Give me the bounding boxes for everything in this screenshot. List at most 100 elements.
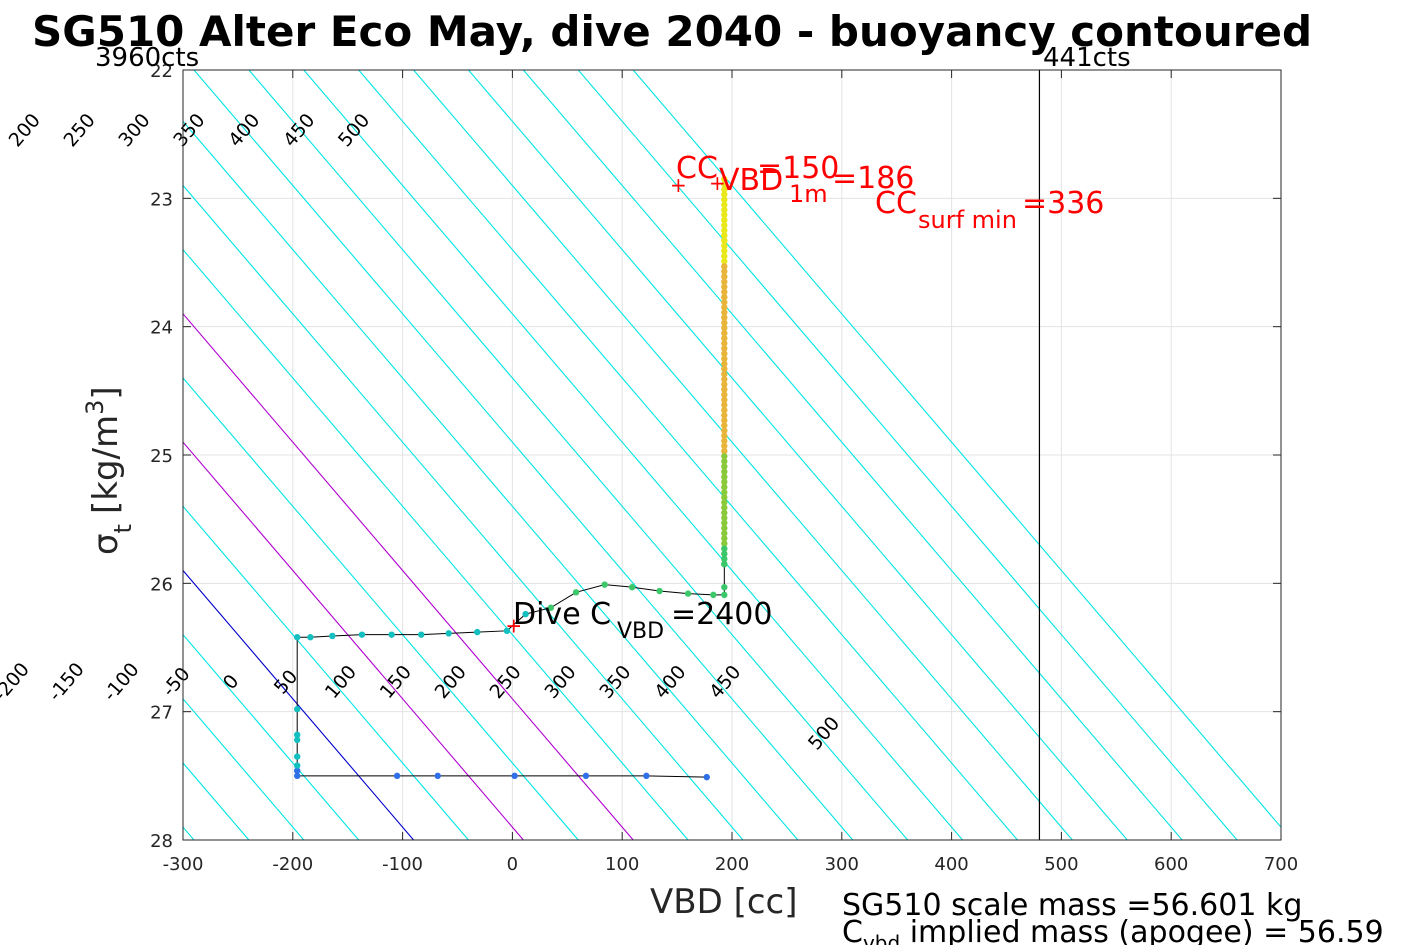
dive-sub: VBD	[617, 619, 664, 644]
dive-cvbd-annotation: Dive C VBD =2400	[513, 597, 772, 644]
ylabel-sigma: σ	[86, 533, 126, 555]
profile-point	[293, 634, 301, 641]
x-tick-label: 300	[825, 854, 859, 875]
ascent-point	[721, 483, 728, 491]
contour-line	[183, 312, 634, 840]
ascent-point	[721, 222, 728, 229]
x-tick-label: 200	[715, 854, 749, 875]
surf-min-annotation: CC surf min =336	[875, 186, 1104, 234]
ascent-point	[721, 186, 728, 193]
x-tick-label: -300	[163, 854, 204, 875]
svg-text:σt[kg/m3]: σt [kg/m3]	[81, 386, 137, 555]
y-tick-label: 26	[150, 574, 173, 595]
right-cts-label: 441cts	[1043, 43, 1131, 73]
ascent-point	[721, 206, 728, 214]
profile-point	[445, 630, 452, 637]
contour-line	[183, 377, 579, 840]
cc-sub: +	[670, 173, 687, 197]
surf-sub: surf min	[918, 206, 1017, 234]
ascent-point	[721, 365, 728, 373]
profile-point	[293, 767, 301, 774]
ascent-point	[721, 412, 728, 419]
x-tick-label: 400	[934, 854, 968, 875]
contour-line	[303, 70, 963, 840]
ascent-point	[721, 216, 728, 224]
ascent-point	[721, 237, 728, 244]
profile-point	[393, 772, 401, 780]
ascent-point	[721, 181, 728, 188]
contour-label-bottom: 100	[321, 661, 361, 703]
ascent-point	[721, 191, 728, 198]
profile-point	[721, 591, 728, 599]
ascent-point	[721, 258, 728, 265]
ascent-point	[721, 396, 728, 404]
ascent-point	[721, 519, 728, 527]
ascent-point	[721, 437, 728, 445]
implied-mass-note: implied mass (apogee) = 56.59	[900, 915, 1384, 945]
dive-profile: +	[293, 175, 728, 781]
profile-point	[358, 631, 366, 638]
ascent-point	[721, 447, 728, 455]
contour-line	[183, 120, 799, 840]
x-tick-label: 0	[507, 854, 518, 875]
x-tick-label: -200	[272, 854, 313, 875]
ascent-point	[721, 376, 728, 383]
svg-text:CC=150: CC =150	[676, 151, 839, 186]
vbd-prefix: VBD	[719, 163, 783, 198]
ascent-point	[721, 386, 728, 393]
ascent-point	[721, 263, 728, 270]
contour-label-bottom: -50	[158, 663, 195, 701]
profile-point	[547, 604, 555, 611]
profile-point	[293, 772, 301, 780]
ascent-point	[721, 345, 728, 352]
ascent-point	[721, 273, 728, 280]
profile-point	[293, 753, 301, 760]
profile-point	[601, 581, 608, 588]
contour-label-bottom: 0	[219, 670, 244, 693]
profile-point	[511, 772, 518, 780]
contour-line	[0, 70, 84, 840]
ascent-point	[721, 242, 728, 250]
dive-value: =2400	[671, 597, 772, 632]
cc-annotation: CC =150 +	[670, 151, 839, 197]
ascent-point	[721, 370, 728, 378]
profile-point	[329, 632, 336, 640]
cvbd-sub: vbd	[863, 931, 900, 945]
contour-label-bottom: 200	[431, 661, 471, 703]
contour-line	[248, 70, 909, 840]
contour-line	[183, 697, 305, 840]
dive-cvbd-marker: +	[505, 614, 522, 638]
profile-point	[293, 731, 301, 738]
contour-line	[183, 248, 689, 840]
vbd-sub: 1m	[789, 180, 828, 208]
ascent-point	[721, 252, 728, 260]
scale-mass-note: SG510 scale mass =56.601 kg	[842, 888, 1302, 923]
ascent-point	[721, 417, 728, 424]
ascent-point	[721, 555, 728, 563]
contour-label-bottom: 450	[705, 661, 745, 703]
ylabel-sup: 3	[81, 400, 109, 415]
ascent-point	[721, 304, 728, 311]
ascent-point	[721, 478, 728, 486]
ascent-point	[721, 340, 728, 347]
profile-point	[656, 587, 663, 595]
contour-line	[183, 441, 524, 840]
contour-label-bottom: -150	[44, 659, 89, 706]
contour-line	[468, 70, 1128, 840]
ascent-point	[721, 550, 728, 558]
ascent-point	[721, 494, 728, 501]
ascent-point	[721, 324, 728, 332]
contour-line	[522, 70, 1183, 840]
ascent-point	[721, 489, 728, 496]
ascent-point	[721, 381, 728, 388]
profile-point	[703, 773, 710, 781]
ascent-point	[721, 329, 728, 337]
ascent-point	[721, 427, 728, 434]
ascent-point	[721, 545, 728, 552]
y-tick-label: 27	[150, 703, 173, 724]
ascent-point	[721, 560, 728, 568]
ascent-point	[721, 175, 728, 183]
ascent-point	[721, 458, 728, 465]
ascent-point	[721, 196, 728, 203]
